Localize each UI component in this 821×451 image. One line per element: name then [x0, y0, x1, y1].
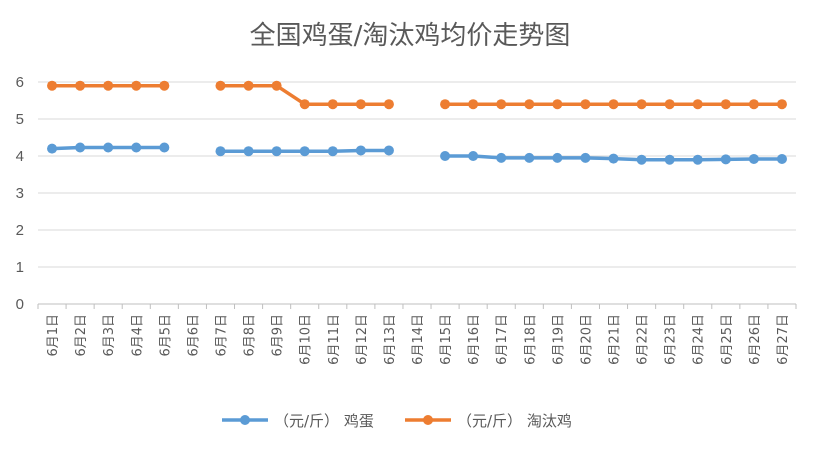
x-tick-label: 6月2日 [74, 314, 89, 357]
data-point [215, 146, 226, 157]
x-tick-label: 6月17日 [495, 314, 510, 365]
data-point [608, 153, 619, 164]
x-tick-label: 6月8日 [243, 314, 258, 357]
data-point [552, 152, 563, 163]
data-point [75, 142, 86, 153]
legend-label: （元/斤） 鸡蛋 [274, 412, 374, 430]
series-layer [47, 80, 787, 165]
data-point [271, 146, 282, 157]
data-point [748, 153, 759, 164]
legend: （元/斤） 鸡蛋 （元/斤） 淘汰鸡 [222, 412, 572, 430]
data-point [692, 99, 703, 110]
series-1 [47, 80, 787, 110]
y-tick-label: 6 [16, 74, 24, 91]
x-tick-label: 6月10日 [299, 314, 314, 365]
y-tick-label: 3 [16, 185, 24, 202]
data-point [636, 99, 647, 110]
data-point [299, 99, 310, 110]
data-point [580, 152, 591, 163]
data-point [720, 154, 731, 165]
x-tick-label: 6月15日 [439, 314, 454, 365]
data-point [327, 146, 338, 157]
data-point [355, 145, 366, 156]
x-tick-label: 6月9日 [271, 314, 286, 357]
data-point [159, 80, 170, 91]
data-point [468, 151, 479, 161]
data-point [47, 80, 58, 91]
data-point [243, 146, 254, 157]
data-point [215, 80, 226, 91]
data-point [524, 99, 535, 110]
data-point [299, 146, 310, 157]
data-point [383, 99, 394, 110]
x-tick-label: 6月14日 [411, 314, 426, 365]
data-point [440, 99, 451, 110]
x-tick-label: 6月3日 [102, 314, 117, 357]
data-point [608, 99, 619, 110]
data-point [47, 143, 58, 154]
y-axis-ticks: 0 1 2 3 4 5 6 [16, 74, 24, 313]
y-tick-label: 0 [16, 296, 24, 313]
x-tick-label: 6月21日 [608, 314, 623, 365]
x-tick-label: 6月16日 [467, 314, 482, 365]
legend-marker [240, 415, 250, 425]
data-point [75, 80, 86, 91]
x-tick-label: 6月19日 [551, 314, 566, 365]
data-point [720, 99, 731, 110]
x-tick-label: 6月25日 [720, 314, 735, 365]
x-tick-label: 6月11日 [327, 314, 342, 365]
data-point [692, 154, 703, 165]
legend-marker [423, 415, 433, 425]
x-tick-label: 6月12日 [355, 314, 370, 365]
data-point [159, 142, 170, 153]
data-point [496, 152, 507, 163]
x-tick-label: 6月22日 [636, 314, 651, 365]
data-point [271, 80, 282, 91]
x-tick-label: 6月13日 [383, 314, 398, 365]
y-tick-label: 2 [16, 222, 24, 239]
x-axis-ticks: 6月1日 6月2日 6月3日 6月4日 6月5日 6月6日 6月7日 6月8日 6月9日 6月10… [46, 314, 791, 365]
legend-label: （元/斤） 淘汰鸡 [457, 412, 572, 430]
data-point [131, 80, 142, 91]
x-tick-label: 6月5日 [158, 314, 173, 357]
data-point [552, 99, 563, 110]
data-point [664, 154, 675, 165]
data-point [355, 99, 366, 110]
x-tick-label: 6月6日 [186, 314, 201, 357]
data-point [748, 99, 759, 110]
x-tick-label: 6月27日 [776, 314, 791, 365]
data-point [636, 154, 647, 165]
x-tick-label: 6月20日 [579, 314, 594, 365]
x-tick-label: 6月24日 [692, 314, 707, 365]
data-point [776, 99, 787, 110]
data-point [524, 152, 535, 163]
data-point [496, 99, 507, 110]
x-tick-label: 6月1日 [46, 314, 61, 357]
data-point [440, 151, 451, 161]
x-tick-label: 6月7日 [214, 314, 229, 357]
data-point [664, 99, 675, 110]
x-tick-label: 6月18日 [523, 314, 538, 365]
series-0 [47, 142, 787, 165]
x-tick-label: 6月23日 [664, 314, 679, 365]
x-tick-label: 6月26日 [748, 314, 763, 365]
data-point [580, 99, 591, 110]
gridlines [37, 81, 797, 309]
data-point [243, 80, 254, 91]
data-point [383, 145, 394, 156]
data-point [468, 99, 479, 110]
data-point [131, 142, 142, 153]
y-tick-label: 1 [16, 259, 24, 276]
y-tick-label: 4 [16, 148, 24, 165]
x-tick-label: 6月4日 [130, 314, 145, 357]
y-tick-label: 5 [16, 111, 24, 128]
chart-title: 全国鸡蛋/淘汰鸡均价走势图 [250, 21, 571, 51]
data-point [103, 142, 114, 153]
data-point [776, 153, 787, 164]
data-point [327, 99, 338, 110]
data-point [103, 80, 114, 91]
